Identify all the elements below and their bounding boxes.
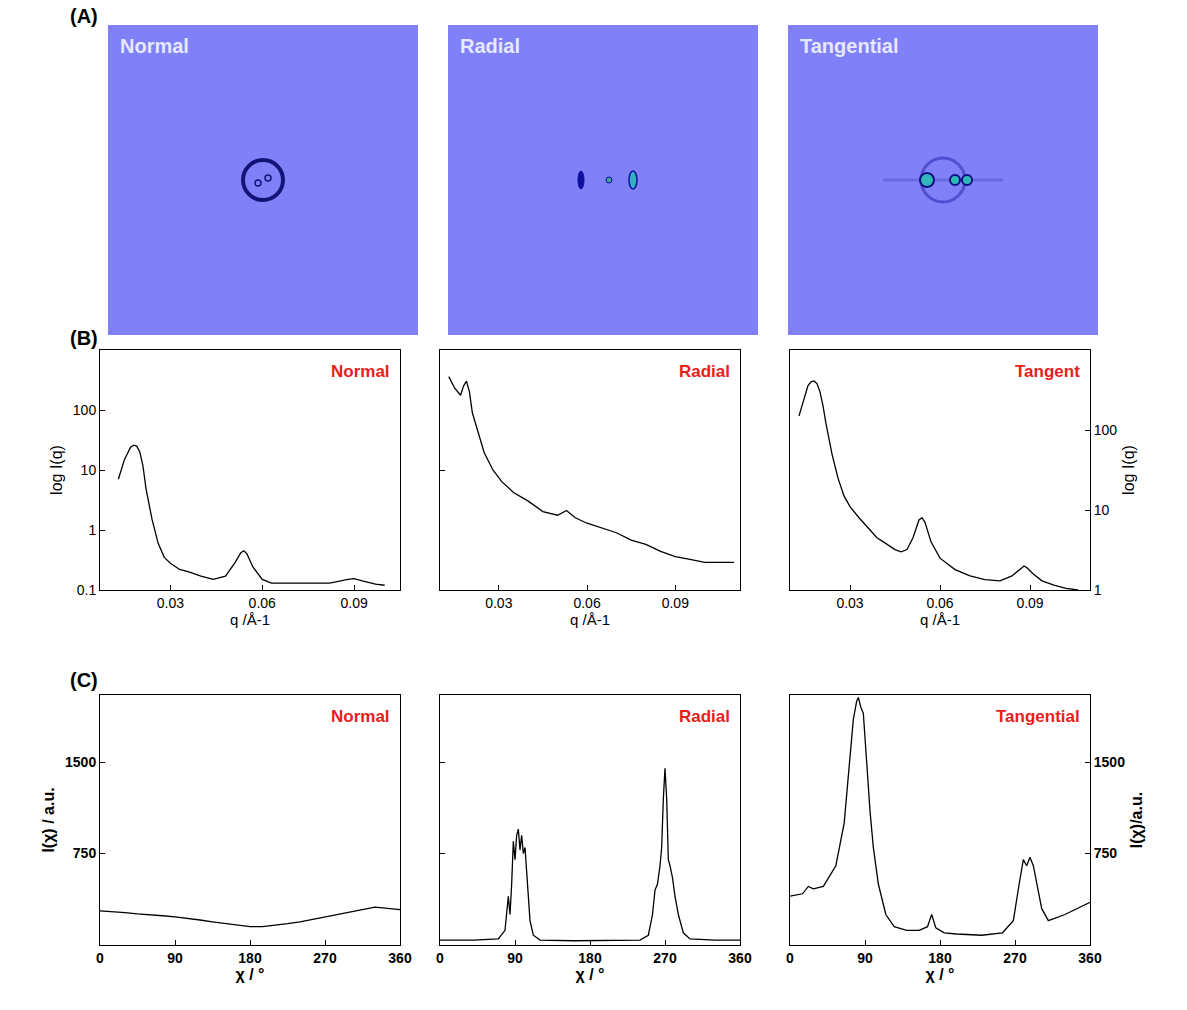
svg-text:Normal: Normal — [120, 35, 189, 57]
svg-text:1: 1 — [1094, 582, 1102, 598]
svg-text:360: 360 — [388, 950, 412, 966]
svg-text:χ / °: χ / ° — [576, 966, 605, 983]
svg-text:1: 1 — [88, 522, 96, 538]
svg-text:Radial: Radial — [460, 35, 520, 57]
svg-text:0.09: 0.09 — [1016, 595, 1043, 611]
svg-text:Tangent: Tangent — [1015, 362, 1080, 381]
svg-text:180: 180 — [238, 950, 262, 966]
svg-text:(C): (C) — [70, 669, 98, 691]
svg-text:log I(q): log I(q) — [48, 445, 65, 495]
svg-text:360: 360 — [1078, 950, 1102, 966]
svg-text:1500: 1500 — [65, 754, 96, 770]
svg-text:180: 180 — [928, 950, 952, 966]
svg-text:100: 100 — [73, 402, 97, 418]
svg-text:(B): (B) — [70, 327, 98, 349]
svg-text:0.09: 0.09 — [662, 595, 689, 611]
svg-text:750: 750 — [73, 845, 97, 861]
svg-text:100: 100 — [1094, 422, 1118, 438]
svg-text:90: 90 — [507, 950, 523, 966]
svg-text:750: 750 — [1094, 845, 1118, 861]
svg-text:10: 10 — [1094, 502, 1110, 518]
svg-text:0.1: 0.1 — [77, 582, 97, 598]
svg-text:10: 10 — [81, 462, 97, 478]
svg-text:0: 0 — [786, 950, 794, 966]
svg-text:0.03: 0.03 — [157, 595, 184, 611]
svg-text:270: 270 — [1003, 950, 1027, 966]
svg-text:χ / °: χ / ° — [236, 966, 265, 983]
svg-text:Normal: Normal — [331, 707, 390, 726]
svg-text:360: 360 — [728, 950, 752, 966]
svg-text:I(χ) / a.u.: I(χ) / a.u. — [40, 787, 57, 852]
svg-text:90: 90 — [857, 950, 873, 966]
svg-text:I(χ)/a.u.: I(χ)/a.u. — [1128, 792, 1145, 848]
svg-text:(A): (A) — [70, 5, 98, 27]
svg-text:0.03: 0.03 — [836, 595, 863, 611]
svg-text:0.06: 0.06 — [573, 595, 600, 611]
svg-text:270: 270 — [653, 950, 677, 966]
svg-text:0: 0 — [436, 950, 444, 966]
svg-text:log I(q): log I(q) — [1120, 445, 1137, 495]
svg-text:0: 0 — [96, 950, 104, 966]
svg-text:Tangential: Tangential — [800, 35, 899, 57]
svg-text:q /Å-1: q /Å-1 — [570, 611, 610, 628]
svg-text:0.09: 0.09 — [340, 595, 367, 611]
svg-text:270: 270 — [313, 950, 337, 966]
svg-text:Radial: Radial — [679, 362, 730, 381]
svg-text:0.03: 0.03 — [485, 595, 512, 611]
svg-text:90: 90 — [167, 950, 183, 966]
svg-text:1500: 1500 — [1094, 754, 1125, 770]
svg-text:Normal: Normal — [331, 362, 390, 381]
svg-text:χ / °: χ / ° — [926, 966, 955, 983]
svg-text:Tangential: Tangential — [996, 707, 1080, 726]
svg-text:Radial: Radial — [679, 707, 730, 726]
svg-text:0.06: 0.06 — [926, 595, 953, 611]
svg-text:0.06: 0.06 — [249, 595, 276, 611]
svg-text:q /Å-1: q /Å-1 — [920, 611, 960, 628]
svg-text:180: 180 — [578, 950, 602, 966]
svg-text:q /Å-1: q /Å-1 — [230, 611, 270, 628]
